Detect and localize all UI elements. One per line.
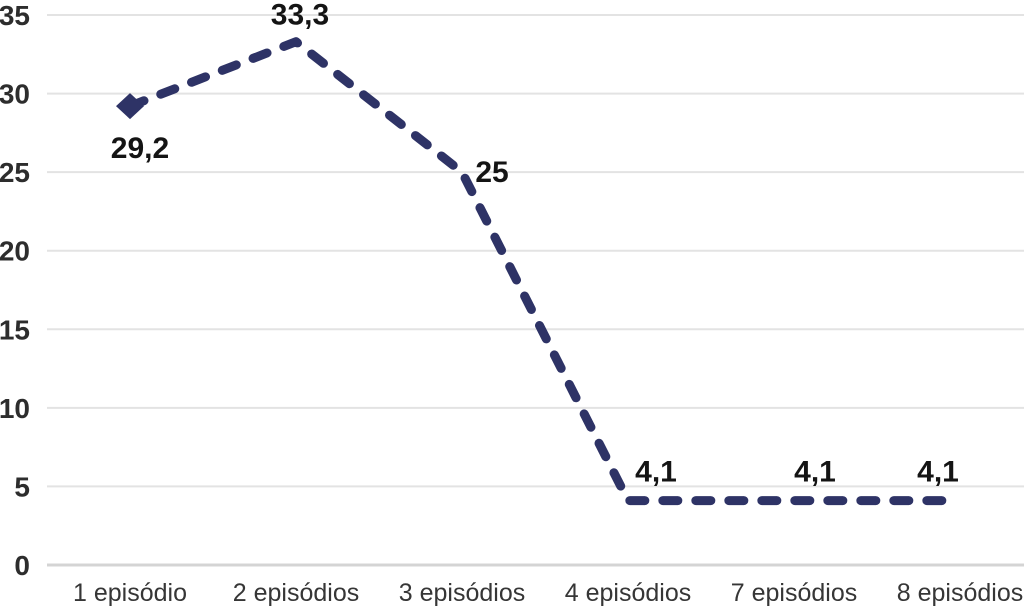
y-tick-label: 30 <box>0 79 30 110</box>
y-tick-label: 0 <box>14 550 30 581</box>
x-category-label: 3 episódios <box>399 579 525 607</box>
data-point-label: 29,2 <box>111 132 169 165</box>
y-tick-label: 35 <box>0 0 30 31</box>
data-point-label: 33,3 <box>271 0 329 32</box>
x-category-label: 7 episódios <box>731 579 857 607</box>
x-category-label: 8 episódios <box>897 579 1023 607</box>
x-category-label: 4 episódios <box>565 579 691 607</box>
y-tick-label: 10 <box>0 393 30 424</box>
series-line <box>125 37 957 506</box>
data-point-label: 4,1 <box>794 456 836 489</box>
y-tick-label: 25 <box>0 157 30 188</box>
y-tick-label: 20 <box>0 236 30 267</box>
data-point-label: 4,1 <box>917 456 959 489</box>
y-tick-label: 15 <box>0 314 30 345</box>
first-point-marker <box>116 93 144 120</box>
data-point-label: 25 <box>475 156 508 189</box>
x-category-label: 2 episódios <box>233 579 359 607</box>
data-point-label: 4,1 <box>635 456 677 489</box>
x-category-label: 1 episódio <box>73 579 187 607</box>
y-tick-label: 5 <box>14 471 30 502</box>
